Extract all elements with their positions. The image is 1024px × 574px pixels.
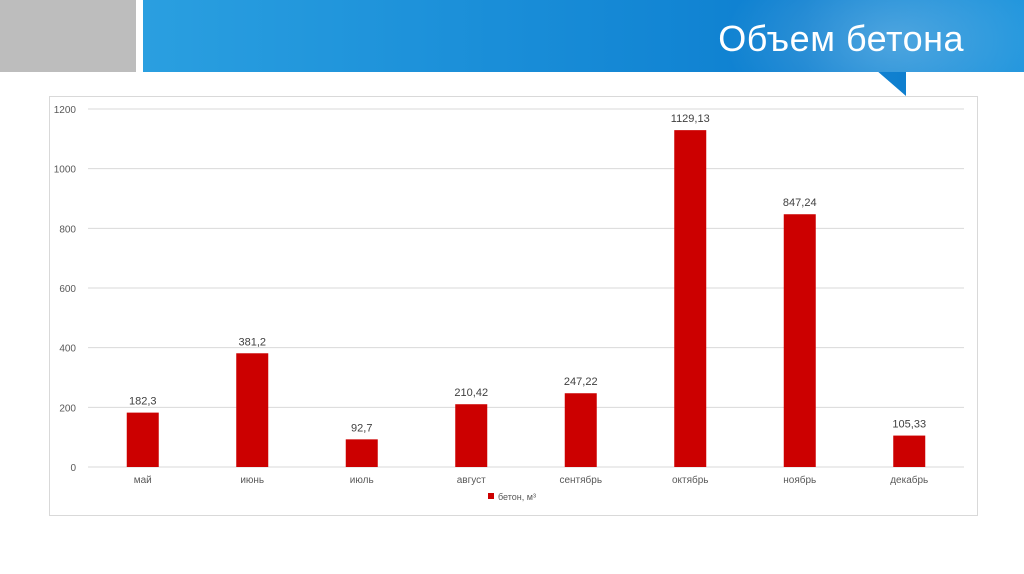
x-tick-label: декабрь bbox=[890, 474, 928, 486]
bar bbox=[126, 412, 159, 467]
bar bbox=[893, 435, 926, 467]
header-banner-tab bbox=[560, 72, 906, 96]
y-tick-label: 200 bbox=[59, 403, 76, 414]
x-tick-label: сентябрь bbox=[559, 474, 602, 486]
bar bbox=[236, 353, 269, 467]
bar bbox=[674, 130, 707, 467]
bar-chart: 0 200 400 600 800 1000 1200 182,3 381,2 92,7 210,… bbox=[54, 105, 964, 502]
bar bbox=[564, 393, 597, 467]
bar bbox=[345, 439, 378, 467]
chart-data-labels: 182,3 381,2 92,7 210,42 247,22 1129,13 847,24 1… bbox=[129, 113, 926, 434]
data-label: 105,33 bbox=[892, 419, 926, 431]
chart-frame: 0 200 400 600 800 1000 1200 182,3 381,2 92,7 210,… bbox=[49, 96, 978, 516]
data-label: 847,24 bbox=[783, 197, 817, 209]
x-tick-label: октябрь bbox=[672, 474, 709, 486]
legend-swatch bbox=[488, 493, 494, 499]
y-tick-label: 600 bbox=[59, 284, 76, 295]
bar bbox=[783, 214, 816, 467]
y-tick-label: 800 bbox=[59, 224, 76, 235]
x-tick-label: июнь bbox=[240, 475, 264, 486]
header-gray-block bbox=[0, 0, 136, 72]
x-tick-label: ноябрь bbox=[783, 474, 816, 486]
chart-bars bbox=[126, 130, 926, 467]
y-axis-tick-labels: 0 200 400 600 800 1000 1200 bbox=[54, 105, 77, 474]
legend-label: бетон, м³ bbox=[498, 492, 536, 502]
x-tick-label: июль bbox=[350, 475, 374, 486]
chart-legend: бетон, м³ bbox=[488, 492, 536, 502]
y-tick-label: 0 bbox=[70, 463, 76, 474]
x-tick-label: август bbox=[457, 475, 486, 486]
data-label: 92,7 bbox=[351, 422, 372, 434]
y-tick-label: 1000 bbox=[54, 165, 77, 176]
data-label: 381,2 bbox=[238, 336, 266, 348]
header-banner bbox=[143, 0, 1024, 72]
chart-grid bbox=[88, 108, 964, 468]
y-tick-label: 400 bbox=[59, 344, 76, 355]
x-axis-tick-labels: май июнь июль август сентябрь октябрь ноябрь де… bbox=[134, 474, 929, 486]
bar bbox=[455, 404, 488, 467]
data-label: 210,42 bbox=[454, 387, 488, 399]
x-tick-label: май bbox=[134, 475, 152, 486]
data-label: 1129,13 bbox=[671, 113, 710, 125]
data-label: 247,22 bbox=[564, 376, 598, 388]
slide-title: Объем бетона bbox=[718, 18, 964, 59]
y-tick-label: 1200 bbox=[54, 105, 77, 116]
data-label: 182,3 bbox=[129, 396, 157, 408]
